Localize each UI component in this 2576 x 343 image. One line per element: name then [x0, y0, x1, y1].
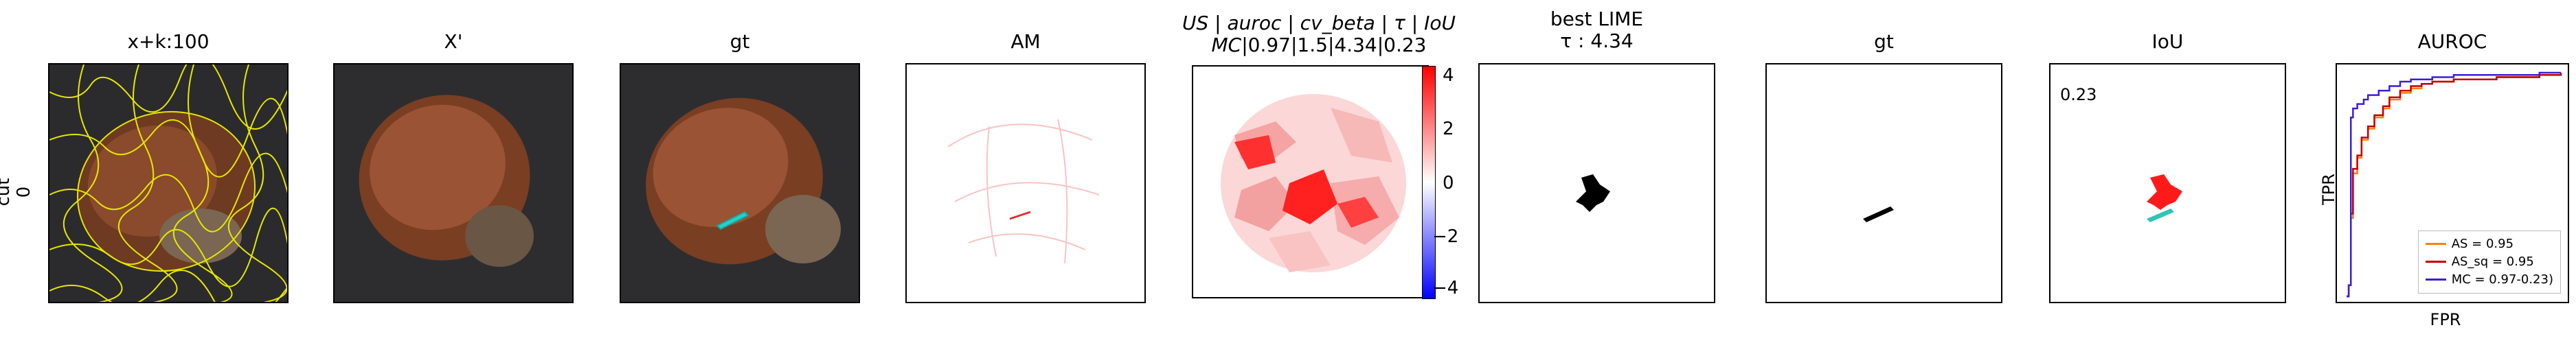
panel-title-segmentation: x+k:100 [127, 30, 210, 53]
legend-entry: AS = 0.95 [2425, 235, 2553, 253]
auroc-xlabel: FPR [2430, 310, 2461, 329]
row-label-line2: 0 [14, 186, 34, 198]
colorbar [1422, 66, 1436, 299]
mc-values: |0.97|1.5|4.34|0.23 [1241, 34, 1427, 57]
panel-title-lime: best LIME τ : 4.34 [1478, 8, 1715, 52]
colorbar-tick: 2 [1443, 119, 1454, 139]
roc-svg [2347, 71, 2562, 298]
iou-overlay: 0.23 [2049, 63, 2286, 303]
iou-value: 0.23 [2060, 85, 2097, 104]
legend-label: AS_sq = 0.95 [2451, 254, 2534, 269]
panel-title-am: AM [1010, 30, 1041, 53]
gt-mask-shape [1767, 64, 2001, 302]
legend-entry: AS_sq = 0.95 [2425, 253, 2553, 271]
legend-line-mc [2425, 279, 2446, 281]
panel-title-lime-line1: best LIME [1550, 8, 1644, 30]
hazelnut-gt-overlay [621, 64, 859, 302]
panel-title-mc-line2: MC|0.97|1.5|4.34|0.23 [1211, 34, 1427, 57]
colorbar-tick: −4 [1432, 278, 1459, 298]
panel-title-gt-mask: gt [1874, 30, 1894, 53]
hazelnut-image [335, 64, 572, 302]
row-label-line1: cut [0, 178, 14, 206]
panel-title-auroc: AUROC [2417, 30, 2487, 53]
legend-entry: MC = 0.97-0.23) [2425, 271, 2553, 289]
panel-title-mc: US | auroc | cv_beta | τ | IoU MC|0.97|1… [1175, 12, 1463, 56]
legend-line-as [2425, 243, 2446, 246]
legend-label: MC = 0.97-0.23) [2451, 272, 2553, 287]
anomaly-map-heat [907, 64, 1144, 302]
input-image [333, 63, 574, 303]
auroc-plot: AS = 0.95 AS_sq = 0.95 MC = 0.97-0.23) [2336, 63, 2569, 303]
mc-score-heat [1193, 67, 1427, 297]
segmentation-image [48, 63, 289, 303]
mc-score-map [1192, 65, 1429, 298]
panel-title-lime-line2: τ : 4.34 [1560, 29, 1634, 53]
legend-label: AS = 0.95 [2451, 236, 2514, 251]
lime-mask [1478, 63, 1715, 303]
roc-series-line-2 [2347, 71, 2561, 298]
gt-overlay-image [620, 63, 860, 303]
panel-title-mc-line1: US | auroc | cv_beta | τ | IoU [1182, 12, 1456, 34]
legend-line-as-sq [2425, 261, 2446, 263]
lime-mask-shape [1480, 64, 1714, 302]
row-label: cut 0 [0, 165, 34, 220]
gt-mask [1765, 63, 2002, 303]
roc-series-line-1 [2347, 73, 2562, 298]
anomaly-map [905, 63, 1146, 303]
panel-title-gt-overlay: gt [730, 30, 750, 53]
panel-title-input: X' [444, 30, 463, 53]
colorbar-tick: −2 [1432, 226, 1459, 247]
hazelnut-with-superpixels [49, 64, 287, 302]
panel-title-iou: IoU [2151, 30, 2184, 53]
auroc-legend: AS = 0.95 AS_sq = 0.95 MC = 0.97-0.23) [2417, 230, 2561, 294]
colorbar-tick: 0 [1443, 173, 1454, 193]
colorbar-tick: 4 [1443, 65, 1454, 86]
iou-overlay-shape [2050, 64, 2285, 302]
